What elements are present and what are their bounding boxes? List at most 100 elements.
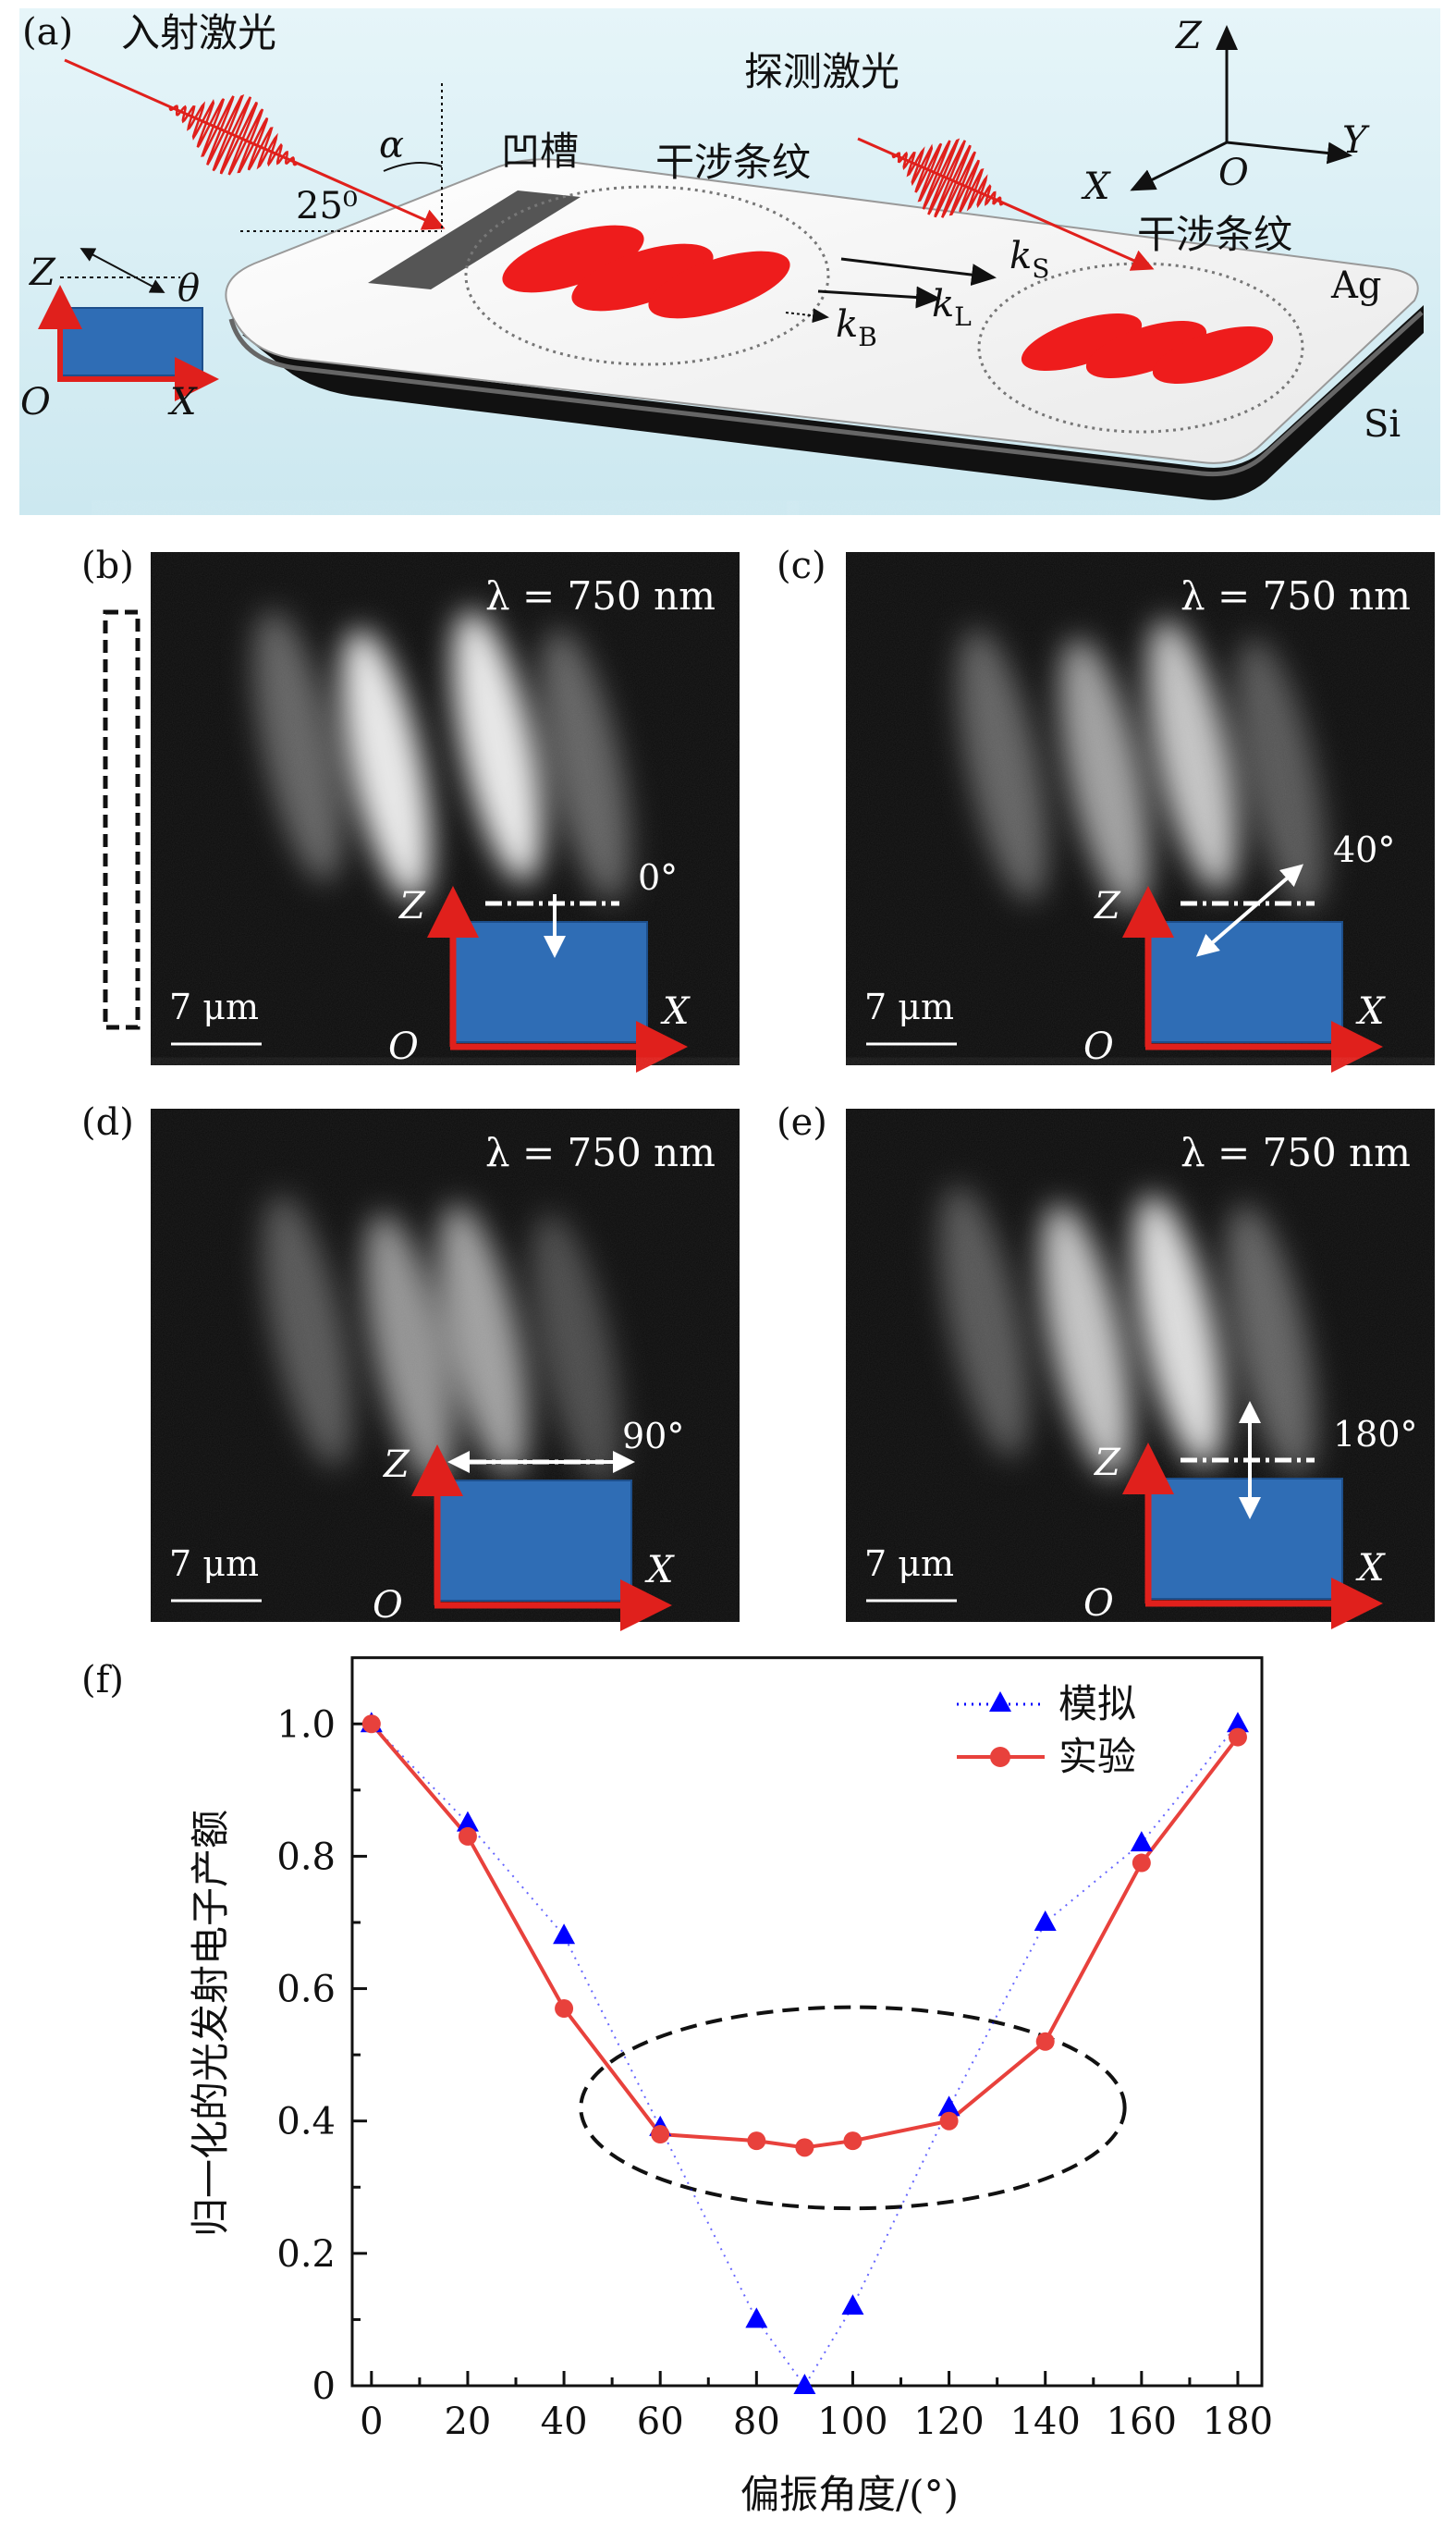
- experiment-point: [651, 2125, 670, 2144]
- y-tick-label: 0.8: [276, 1836, 336, 1878]
- simulation-point: [937, 2095, 960, 2117]
- polarization-box: [1147, 1478, 1343, 1600]
- z-label: Z: [398, 885, 426, 927]
- alpha-arc: [383, 162, 443, 172]
- simulation-point: [841, 2294, 864, 2315]
- experiment-point: [939, 2111, 959, 2131]
- probe-laser: [857, 137, 1155, 271]
- panel-label: (d): [81, 1101, 134, 1144]
- angle-25-label: 25⁰: [296, 185, 358, 227]
- micrographs: λ = 750 nm 7 μm 0° Z X O (b) λ = 750 nm 7 μm 40° Z…: [81, 545, 1435, 1631]
- o-label: O: [1083, 1026, 1114, 1068]
- simulation-point: [745, 2307, 768, 2328]
- axis-z-label: Z: [1174, 15, 1203, 57]
- wavelength-label: λ = 750 nm: [1181, 573, 1411, 619]
- wave-vectors: [785, 257, 997, 324]
- x-label: X: [1355, 1547, 1386, 1590]
- micrograph-panel: λ = 750 nm 7 μm 0° Z X O: [151, 552, 740, 1073]
- wavelength-label: λ = 750 nm: [1181, 1130, 1411, 1175]
- axis-o-label: O: [1218, 152, 1249, 194]
- o-label: O: [373, 1584, 403, 1627]
- x-label: X: [660, 990, 691, 1033]
- axis-ticks: 0 20 40 60 80 100 120 140 160 180 0 0.2 0.4 0.6 0.8 1.0: [276, 1703, 1273, 2443]
- scale-bar-label: 7 μm: [864, 1543, 954, 1584]
- inset-x-label: X: [167, 381, 198, 424]
- inset-z-label: Z: [28, 252, 56, 294]
- polarization-angle-label: 90°: [622, 1416, 684, 1456]
- scale-bar-label: 7 μm: [169, 987, 259, 1027]
- experiment-point: [747, 2131, 766, 2151]
- x-tick-label: 180: [1203, 2401, 1273, 2443]
- wavelength-label: λ = 750 nm: [485, 1130, 716, 1175]
- simulation-point: [553, 1923, 576, 1945]
- incident-laser-label: 入射激光: [121, 10, 276, 55]
- chart-f: (f) 0 20 40 60 80 100 120 140 160 180 0 0.2 0.4 0.6 0.…: [81, 1656, 1273, 2517]
- experiment-point: [361, 1714, 381, 1734]
- simulation-point: [1130, 1831, 1153, 1852]
- polarization-angle-label: 180°: [1333, 1414, 1418, 1455]
- simulation-point: [456, 1811, 479, 1832]
- legend: 模拟 实验: [957, 1681, 1136, 1779]
- y-tick-label: 0: [312, 2365, 336, 2408]
- y-tick-label: 1.0: [276, 1703, 336, 1746]
- si-label: Si: [1364, 403, 1401, 446]
- chart-marks: [360, 1712, 1249, 2394]
- fringes-label-2: 干涉条纹: [1137, 212, 1292, 257]
- experiment-point: [795, 2138, 814, 2157]
- x-axis-label: 偏振角度/(°): [740, 2472, 959, 2517]
- y-tick-label: 0.4: [276, 2101, 336, 2143]
- x-tick-label: 40: [541, 2401, 588, 2443]
- k-s-label: kS: [1009, 235, 1049, 284]
- x-tick-label: 0: [360, 2401, 383, 2443]
- y-tick-label: 0.6: [276, 1969, 336, 2011]
- experiment-point: [1035, 2032, 1055, 2051]
- inset-o-label: O: [20, 381, 51, 424]
- legend-sim-label: 模拟: [1058, 1681, 1136, 1726]
- experiment-point: [1228, 1727, 1247, 1747]
- micrograph-panel: λ = 750 nm 7 μm 40° Z X O: [846, 552, 1435, 1073]
- simulation-line: [371, 1723, 1239, 2388]
- scale-bar-label: 7 μm: [169, 1543, 259, 1584]
- x-tick-label: 60: [637, 2401, 684, 2443]
- micrograph-panel: λ = 750 nm 7 μm 180° Z X O: [846, 1109, 1435, 1629]
- x-tick-label: 140: [1010, 2401, 1081, 2443]
- coordinate-axes: [1130, 25, 1352, 191]
- z-label: Z: [382, 1443, 410, 1486]
- x-tick-label: 80: [733, 2401, 780, 2443]
- incident-laser: [64, 58, 446, 230]
- k-l-label: kL: [932, 283, 972, 332]
- scale-bar-label: 7 μm: [864, 987, 954, 1027]
- wavelength-label: λ = 750 nm: [485, 573, 716, 619]
- experiment-point: [843, 2131, 863, 2151]
- fringes-region-1: [464, 185, 830, 366]
- experiment-line: [370, 1722, 1240, 2150]
- legend-exp-label: 实验: [1058, 1734, 1136, 1779]
- polarization-box: [436, 1480, 632, 1602]
- polarization-box: [1147, 921, 1343, 1043]
- micrograph-panel: λ = 750 nm 7 μm 90° Z X O: [151, 1109, 740, 1631]
- fringes-label-1: 干涉条纹: [655, 140, 811, 185]
- k-b-label: kB: [836, 303, 877, 352]
- probe-laser-label: 探测激光: [744, 49, 899, 94]
- x-label: X: [644, 1549, 675, 1591]
- alpha-label: α: [379, 124, 404, 166]
- experiment-point: [458, 1826, 477, 1846]
- o-label: O: [388, 1026, 419, 1068]
- panel-a-label: (a): [22, 11, 73, 54]
- legend-sim-marker: [989, 1691, 1011, 1712]
- axis-x-label: X: [1081, 166, 1111, 208]
- x-tick-label: 100: [817, 2401, 887, 2443]
- experiment-point: [555, 1999, 574, 2019]
- polarization-angle-label: 40°: [1333, 829, 1395, 870]
- panel-f-label: (f): [81, 1659, 124, 1701]
- groove: [368, 190, 581, 289]
- y-tick-label: 0.2: [276, 2233, 336, 2276]
- polarization-arrow: [1195, 864, 1304, 957]
- axis-y-label: Y: [1342, 119, 1370, 162]
- x-tick-label: 160: [1107, 2401, 1177, 2443]
- annotation-ellipse: [579, 2005, 1127, 2211]
- x-tick-label: 20: [444, 2401, 491, 2443]
- o-label: O: [1083, 1582, 1114, 1625]
- z-label: Z: [1093, 1442, 1121, 1484]
